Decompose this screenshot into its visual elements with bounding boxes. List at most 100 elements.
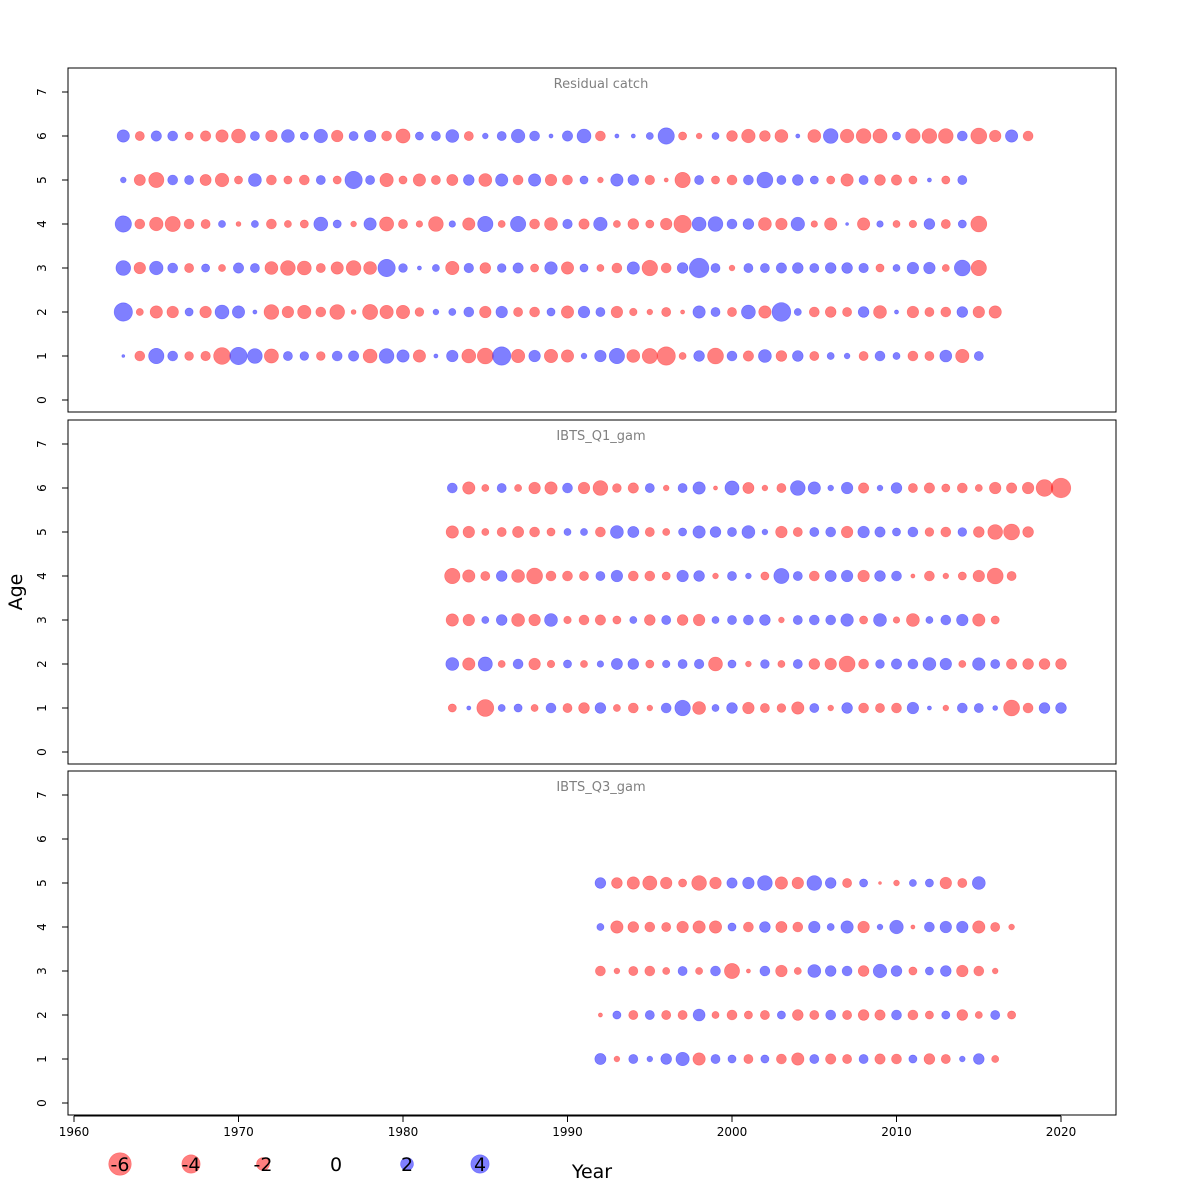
bubble bbox=[613, 704, 621, 712]
bubble bbox=[940, 306, 952, 318]
bubble bbox=[727, 922, 737, 932]
bubble bbox=[184, 351, 194, 361]
bubble bbox=[775, 217, 788, 231]
bubble bbox=[891, 1053, 902, 1065]
bubble bbox=[462, 613, 475, 627]
bubble bbox=[841, 965, 853, 977]
bubble bbox=[874, 1009, 886, 1021]
bubble bbox=[476, 699, 495, 717]
bubble bbox=[213, 347, 231, 365]
bubble bbox=[857, 920, 870, 934]
bubble bbox=[166, 305, 179, 319]
bubble bbox=[825, 526, 837, 538]
bubble bbox=[283, 220, 292, 228]
bubble bbox=[906, 701, 920, 715]
bubble bbox=[923, 218, 936, 230]
bubble bbox=[892, 220, 901, 228]
bubble bbox=[992, 705, 999, 711]
bubble bbox=[598, 1012, 603, 1018]
bubble bbox=[628, 966, 639, 976]
bubble bbox=[990, 659, 1001, 669]
bubble bbox=[365, 175, 375, 185]
bubble bbox=[562, 570, 573, 582]
bubble bbox=[875, 659, 885, 669]
bubble bbox=[528, 481, 541, 495]
bubble bbox=[511, 348, 526, 363]
bubble bbox=[461, 348, 477, 364]
bubble bbox=[956, 613, 969, 627]
bubble bbox=[824, 877, 837, 889]
bubble bbox=[956, 702, 968, 714]
bubble bbox=[988, 305, 1002, 319]
bubble bbox=[824, 217, 838, 231]
bubble bbox=[726, 218, 738, 230]
bubble bbox=[594, 702, 607, 714]
bubble bbox=[692, 1008, 706, 1022]
x-tick-label: 1970 bbox=[223, 1125, 254, 1139]
bubble bbox=[825, 614, 837, 626]
bubble bbox=[707, 216, 724, 232]
bubble bbox=[626, 261, 640, 275]
bubble bbox=[727, 527, 737, 537]
bubble bbox=[727, 615, 737, 625]
bubble bbox=[514, 484, 522, 492]
bubble bbox=[446, 174, 459, 186]
bubble bbox=[728, 264, 736, 272]
bubble bbox=[250, 220, 259, 228]
bubble bbox=[874, 526, 886, 538]
bubble bbox=[377, 258, 396, 277]
bubble bbox=[297, 304, 312, 319]
bubble bbox=[973, 965, 985, 977]
y-axis-title: Age bbox=[5, 574, 27, 611]
bubble bbox=[857, 965, 870, 977]
bubble bbox=[792, 262, 804, 274]
bubble bbox=[513, 307, 523, 317]
bubble bbox=[646, 308, 653, 316]
bubble bbox=[544, 261, 558, 275]
bubble bbox=[824, 570, 837, 582]
bubble bbox=[283, 175, 293, 185]
bubble bbox=[448, 308, 457, 316]
bubble bbox=[513, 703, 523, 713]
bubble bbox=[577, 481, 591, 495]
bubble bbox=[890, 174, 902, 186]
bubble bbox=[379, 173, 394, 188]
bubble bbox=[972, 569, 985, 583]
bubble bbox=[315, 175, 326, 185]
bubble bbox=[595, 526, 606, 538]
bubble bbox=[1008, 923, 1015, 931]
bubble bbox=[673, 215, 692, 234]
bubble bbox=[642, 875, 658, 891]
bubble bbox=[691, 216, 707, 232]
y-tick-label: 4 bbox=[35, 220, 49, 228]
bubble bbox=[1007, 1010, 1016, 1020]
bubble bbox=[675, 1052, 690, 1067]
bubble bbox=[496, 527, 507, 537]
bubble bbox=[875, 263, 885, 273]
bubble bbox=[235, 221, 242, 227]
bubble bbox=[991, 1055, 1000, 1063]
bubble bbox=[629, 307, 638, 317]
bubble bbox=[495, 173, 509, 187]
bubble bbox=[807, 964, 822, 978]
bubble bbox=[627, 658, 639, 670]
bubble bbox=[148, 347, 165, 364]
bubble bbox=[840, 569, 854, 583]
bubble bbox=[477, 656, 493, 672]
bubble bbox=[922, 657, 937, 671]
bubble bbox=[726, 350, 738, 362]
bubble bbox=[641, 259, 658, 277]
bubble bbox=[644, 921, 656, 933]
bubble bbox=[529, 526, 540, 538]
bubble bbox=[610, 525, 624, 539]
bubble bbox=[791, 1052, 805, 1066]
bubble bbox=[989, 481, 1002, 495]
bubble bbox=[661, 1010, 672, 1020]
bubble bbox=[775, 525, 788, 539]
bubble bbox=[822, 128, 839, 144]
bubble bbox=[875, 703, 885, 713]
bubble bbox=[925, 966, 934, 976]
bubble bbox=[613, 1055, 621, 1063]
bubble bbox=[810, 220, 818, 228]
bubble bbox=[907, 526, 919, 538]
